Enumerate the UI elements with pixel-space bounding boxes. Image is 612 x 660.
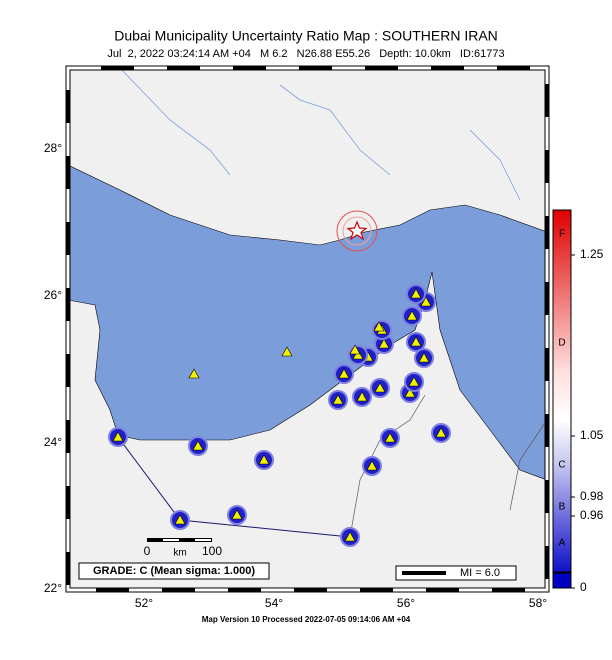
grade: GRADE: C (Mean sigma: 1.000) [93,565,255,577]
station [352,349,364,360]
river [279,84,391,176]
station [338,368,350,379]
station [406,310,418,321]
scale-label: 0 [144,544,151,558]
station [344,531,356,542]
station [373,321,385,332]
lon-label: 52° [135,596,153,610]
lon-label: 54° [265,596,283,610]
footer: Map Version 10 Processed 2022-07-05 09:1… [202,615,411,624]
lat-label: 22° [44,581,62,595]
station [332,394,344,405]
lat-label: 26° [44,288,62,302]
colorbar-value: 1.05 [580,428,604,442]
station [420,296,432,307]
border [509,419,547,511]
colorbar-letter: C [558,460,565,471]
scale-unit: km [173,548,186,559]
station [408,376,420,387]
station [366,460,378,471]
colorbar-value: 0.98 [580,489,604,503]
station [349,344,361,355]
station [418,352,430,363]
river [469,129,521,201]
stations [108,284,451,547]
scale-label: 100 [202,544,222,558]
colorbar-letter: A [559,538,566,549]
colorbar-value: 0.96 [580,508,604,522]
lon-label: 56° [397,596,415,610]
station [192,440,204,451]
scale-bar-rect [147,538,212,542]
lat-label: 24° [44,435,62,449]
station [374,382,386,393]
station [384,432,396,443]
subtitle: Jul 2, 2022 03:24:14 AM +04 M 6.2 N26.88… [107,48,504,60]
colorbar-value: 1.25 [580,247,604,261]
station [410,288,422,299]
map-frame-ticks [66,66,549,592]
colorbar-zero [552,572,572,589]
uncertainty-ring [342,216,372,246]
uncertainty-ring [336,210,378,252]
station [231,509,243,520]
water [68,164,547,481]
station [112,431,124,442]
station [404,387,416,398]
lon-label: 58° [529,596,547,610]
station [281,346,293,357]
legend-box [395,565,517,581]
station [174,514,186,525]
colorbar [552,209,572,573]
title: Dubai Municipality Uncertainty Ratio Map… [114,28,498,44]
border [349,394,426,538]
colorbar-value: 0 [580,580,587,594]
station [188,368,200,379]
colorbar-letter: D [558,338,565,349]
river [119,68,231,176]
station [378,338,390,349]
lat-label: 28° [44,141,62,155]
grade-box [78,562,270,580]
scale-bar: 0 100 km [144,538,222,559]
legend-label: MI = 6.0 [460,567,500,579]
station [258,454,270,465]
scale-bar-rect [195,539,211,541]
colorbar-letter: F [559,229,565,240]
colorbar-letter: B [559,502,566,513]
scale-bar-rect [163,539,179,541]
station [435,427,447,438]
station [410,336,422,347]
map [68,68,547,590]
station [356,391,368,402]
epicenter [346,220,368,241]
